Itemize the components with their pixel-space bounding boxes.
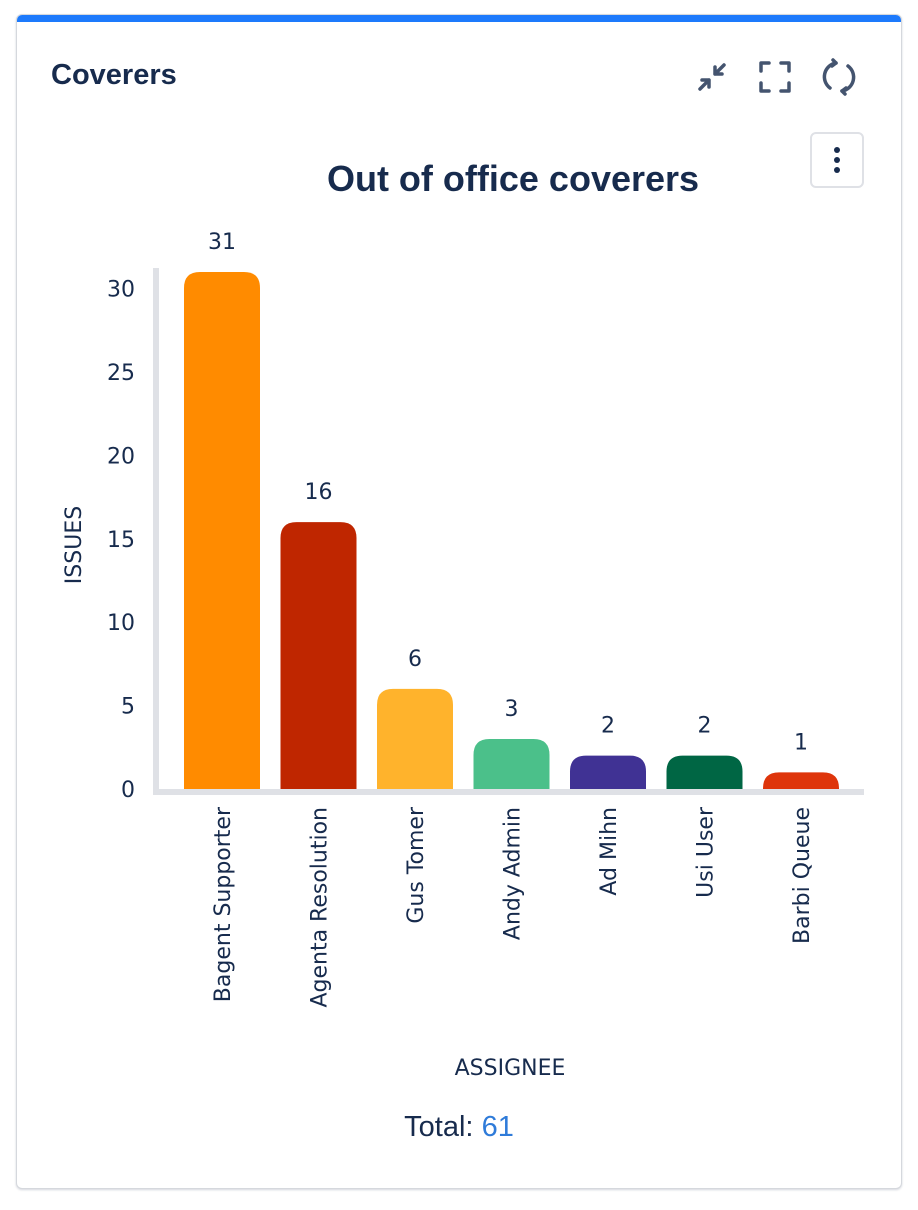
y-tick-label: 15 xyxy=(107,528,135,553)
y-axis-title: ISSUES xyxy=(62,506,87,584)
total-summary: Total: 61 xyxy=(17,1111,901,1144)
y-tick-label: 30 xyxy=(107,278,135,303)
x-category-label: Agenta Resolution xyxy=(308,807,333,1008)
fullscreen-icon xyxy=(759,61,791,93)
y-tick-label: 5 xyxy=(121,695,135,720)
total-value[interactable]: 61 xyxy=(481,1111,514,1143)
bar[interactable] xyxy=(280,522,357,789)
fullscreen-button[interactable] xyxy=(755,57,795,97)
more-vertical-icon xyxy=(834,147,840,173)
bar-value-label: 1 xyxy=(794,730,808,755)
refresh-icon xyxy=(822,58,856,96)
minimize-arrows-icon xyxy=(698,63,726,91)
bar[interactable] xyxy=(184,272,260,789)
gadget-title: Coverers xyxy=(51,59,177,91)
bar-value-label: 16 xyxy=(305,480,333,505)
bar-value-label: 6 xyxy=(408,647,422,672)
x-axis-title: ASSIGNEE xyxy=(455,1056,566,1081)
x-category-label: Gus Tomer xyxy=(404,806,429,924)
x-category-label: Barbi Queue xyxy=(790,807,815,944)
bar[interactable] xyxy=(377,688,453,789)
x-category-label: Ad Mihn xyxy=(597,807,622,896)
y-tick-label: 20 xyxy=(107,444,135,469)
y-tick-label: 0 xyxy=(121,778,135,803)
bar[interactable] xyxy=(666,755,743,789)
chart-title: Out of office coverers xyxy=(327,158,699,199)
bar-value-label: 31 xyxy=(208,230,236,255)
total-label: Total: xyxy=(404,1111,474,1143)
minimize-button[interactable] xyxy=(692,57,732,97)
bar[interactable] xyxy=(473,738,550,789)
y-tick-label: 25 xyxy=(107,361,135,386)
chart-menu-button[interactable] xyxy=(810,132,864,188)
bar[interactable] xyxy=(763,772,839,789)
y-tick-label: 10 xyxy=(107,611,135,636)
refresh-button[interactable] xyxy=(819,57,859,97)
bar[interactable] xyxy=(570,755,646,789)
bar-value-label: 3 xyxy=(505,697,519,722)
gadget-accent-bar xyxy=(17,15,901,22)
bar-value-label: 2 xyxy=(698,714,712,739)
gadget-card: Coverers xyxy=(16,14,902,1189)
bar-value-label: 2 xyxy=(601,714,615,739)
x-category-label: Usi User xyxy=(694,806,719,898)
x-category-label: Andy Admin xyxy=(501,807,526,940)
x-category-label: Bagent Supporter xyxy=(211,806,236,1002)
